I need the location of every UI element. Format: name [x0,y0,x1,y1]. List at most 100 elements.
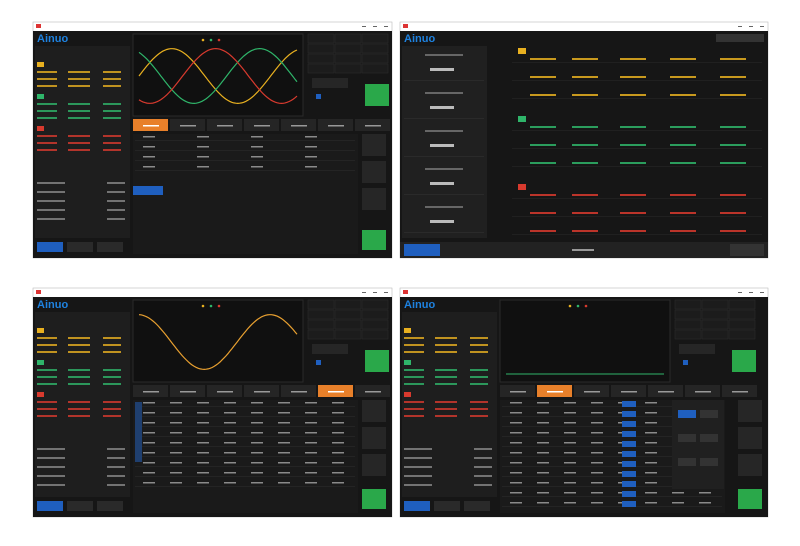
bottom-button[interactable] [464,501,490,511]
side-button[interactable] [362,427,386,449]
cell-highlight [622,401,636,407]
window-control[interactable] [384,292,388,293]
cell-text [278,472,290,474]
cell-text [224,482,236,484]
legend-dot [568,304,572,308]
option-button[interactable] [700,458,718,466]
side-button[interactable] [738,454,762,476]
side-button[interactable] [362,400,386,422]
side-button[interactable] [362,230,386,250]
option-button[interactable] [678,410,696,418]
row-divider [135,476,355,477]
table-cell [334,319,362,330]
side-button[interactable] [362,134,386,156]
row-divider [512,80,762,81]
reading-text [435,401,457,403]
option-button[interactable] [678,458,696,466]
app-icon [403,290,408,294]
logo: Ainuo [37,299,68,311]
run-button[interactable] [365,84,389,106]
side-button[interactable] [362,188,386,210]
reading-text [470,351,488,353]
chart-area [132,33,304,117]
side-button[interactable] [362,161,386,183]
action-button[interactable] [404,244,440,256]
run-button[interactable] [365,350,389,372]
reading-text [103,71,121,73]
reading-text [103,110,121,112]
window-control[interactable] [760,292,764,293]
window-control[interactable] [738,292,742,293]
cell-text [537,412,549,414]
reading-text [103,337,121,339]
app-icon [403,24,408,28]
mode-button[interactable] [679,344,715,354]
reading-text [37,110,57,112]
cell-text [591,492,603,494]
checkbox[interactable] [316,94,321,99]
run-button[interactable] [732,350,756,372]
waveform [138,314,298,371]
window-control[interactable] [362,292,366,293]
cell-text [564,482,576,484]
cell-text [251,136,263,138]
window-control[interactable] [760,26,764,27]
bottom-button[interactable] [67,501,93,511]
side-button[interactable] [362,454,386,476]
reading-text [37,475,65,477]
window-control[interactable] [373,26,377,27]
row-divider [502,506,722,507]
side-tab[interactable] [135,402,142,462]
table-cell [701,299,729,310]
reading-text [435,383,457,385]
reading-text [530,144,556,146]
reading-text [37,448,65,450]
group-tag [37,360,44,365]
checkbox[interactable] [316,360,321,365]
option-button[interactable] [700,410,718,418]
option-button[interactable] [700,434,718,442]
top-button[interactable] [716,34,764,42]
window-control[interactable] [738,26,742,27]
reading-text [530,162,556,164]
side-button[interactable] [738,489,762,509]
mode-button[interactable] [312,78,348,88]
bottom-button[interactable] [37,242,63,252]
row-divider [135,466,355,467]
reading-text [720,126,746,128]
cell-text [672,492,684,494]
checkbox[interactable] [683,360,688,365]
bottom-button[interactable] [67,242,93,252]
bottom-button[interactable] [404,501,430,511]
window-control[interactable] [749,292,753,293]
action-button[interactable] [730,244,764,256]
table-cell [728,309,756,320]
option-button[interactable] [678,434,696,442]
reading-text [404,369,424,371]
side-button[interactable] [738,400,762,422]
cell-text [251,166,263,168]
bottom-button[interactable] [97,501,123,511]
legend-dot [209,304,213,308]
window-control[interactable] [749,26,753,27]
side-button[interactable] [362,489,386,509]
reading-text [435,376,457,378]
reading-text [68,78,90,80]
mode-button[interactable] [312,344,348,354]
action-button[interactable] [133,186,163,195]
cell-text [251,452,263,454]
reading-text [720,194,746,196]
reading-text [470,383,488,385]
window-control[interactable] [384,26,388,27]
bottom-button[interactable] [97,242,123,252]
bottom-button[interactable] [434,501,460,511]
bottom-button[interactable] [37,501,63,511]
left-panel [35,312,130,497]
tab-label [291,391,307,393]
cell-text [332,462,344,464]
window-control[interactable] [373,292,377,293]
tab-label [143,391,159,393]
reading-text [470,408,488,410]
window-control[interactable] [362,26,366,27]
side-button[interactable] [738,427,762,449]
